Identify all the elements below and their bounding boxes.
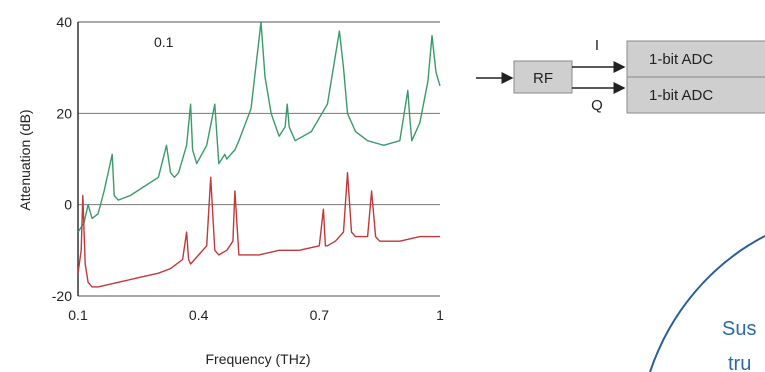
- adc-top-label: 1-bit ADC: [649, 51, 713, 68]
- circle-callout: Sus tru: [649, 235, 765, 372]
- adc-block-top: [626, 40, 765, 78]
- block-diagram: RF I Q 1-bit ADC 1-bit ADC: [476, 37, 765, 114]
- x-tick-label: 0.1: [68, 307, 88, 323]
- q-label: Q: [591, 97, 603, 114]
- y-tick-label: 40: [56, 14, 72, 30]
- x-axis-label: Frequency (THz): [205, 351, 310, 367]
- series-line-2: [77, 171, 440, 288]
- i-label: I: [595, 37, 599, 54]
- x-tick-labels: 0.1 0.4 0.7 1: [68, 307, 444, 323]
- callout-text-line2: tru: [728, 353, 751, 372]
- adc-block-bottom: [626, 76, 765, 114]
- series-line-1: [77, 21, 441, 233]
- callout-text-line1: Sus: [722, 318, 756, 340]
- x-tick-label: 0.4: [189, 307, 209, 323]
- series-group: [77, 21, 441, 288]
- rf-block-label: RF: [533, 70, 553, 87]
- y-tick-label: 0: [64, 197, 72, 213]
- y-axis-label: Attenuation (dB): [17, 109, 33, 210]
- y-tick-label: -20: [52, 288, 72, 304]
- y-tick-label: 20: [56, 105, 72, 121]
- adc-bottom-label: 1-bit ADC: [649, 87, 713, 104]
- rf-block: [513, 60, 573, 94]
- x-tick-label: 0.7: [310, 307, 330, 323]
- circle-outline: [649, 235, 765, 372]
- gridlines: [78, 21, 440, 297]
- x-tick-label: 1: [436, 307, 444, 323]
- y-tick-labels: 40 20 0 -20: [52, 14, 72, 304]
- annotation-label: 0.1: [154, 34, 174, 50]
